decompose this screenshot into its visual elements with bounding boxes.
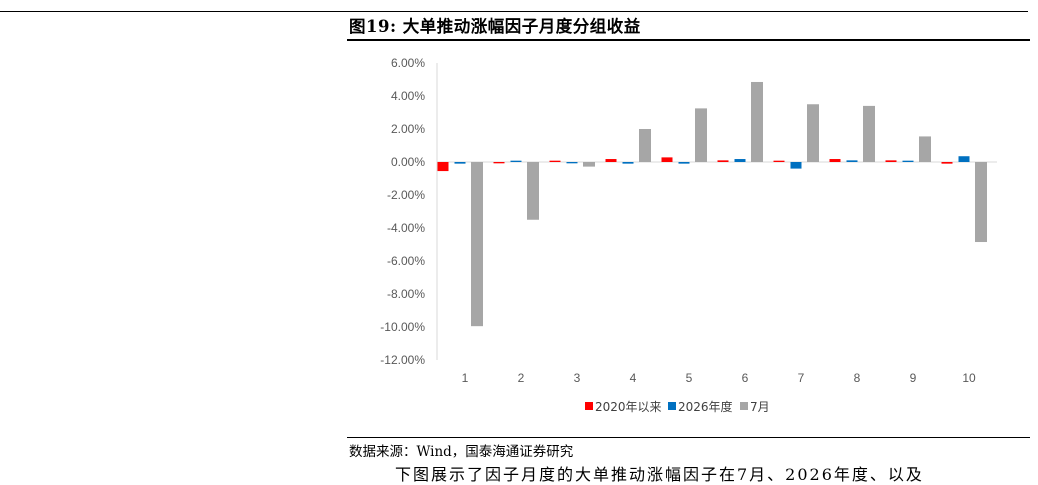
source-rule [347,437,1030,438]
bar-2 [790,162,802,169]
bar-1 [437,162,449,172]
y-tick-label: 4.00% [391,89,425,103]
bar-1 [773,160,785,162]
bar-chart: 6.00% 4.00% 2.00% 0.00% -2.00% -4.00% -6.00% -8… [380,56,997,414]
bar-2 [958,156,970,162]
bar-1 [493,162,505,164]
bar-2 [510,160,522,162]
legend-label: 2026年度 [678,399,733,414]
top-rule [0,11,1028,12]
bar-1 [605,159,617,162]
y-tick-label: -2.00% [387,188,425,202]
x-tick-label: 4 [630,371,637,385]
bar-3 [527,162,539,220]
x-tick-label: 6 [742,371,749,385]
bar-3 [919,136,931,162]
bar-2 [678,162,690,164]
bar-1 [661,157,673,162]
bar-1 [885,160,897,162]
x-tick-label: 2 [518,371,525,385]
y-tick-label: 2.00% [391,122,425,136]
legend-swatch [668,402,676,410]
bar-1 [717,160,729,162]
bar-2 [846,160,858,162]
bar-3 [807,104,819,162]
x-tick-label: 9 [910,371,917,385]
legend-label: 7月 [750,400,770,414]
x-tick-label: 7 [798,371,805,385]
bar-3 [639,129,651,162]
y-tick-label: -8.00% [387,287,425,301]
legend-swatch [585,402,593,410]
bar-2 [622,162,634,164]
bar-2 [566,162,578,164]
bar-3 [751,81,763,162]
bar-3 [863,105,875,162]
bar-3 [695,108,707,162]
x-tick-label: 3 [574,371,581,385]
bar-2 [902,160,914,162]
x-tick-label: 10 [962,371,976,385]
x-tick-label: 5 [686,371,693,385]
body-paragraph: 下图展示了因子月度的大单推动涨幅因子在7月、2026年度、以及 [395,465,924,484]
legend-label: 2020年以来 [595,400,662,414]
bar-3 [471,162,483,327]
x-tick-label: 1 [462,371,469,385]
y-tick-label: -4.00% [387,221,425,235]
y-tick-label: 6.00% [391,56,425,70]
legend-swatch [740,402,748,410]
figure-title: 图19: 大单推动涨幅因子月度分组收益 [349,17,641,36]
bar-1 [829,159,841,162]
y-tick-label: -6.00% [387,254,425,268]
bar-3 [583,162,595,167]
bar-3 [975,162,987,243]
bar-2 [454,162,466,164]
bar-1 [941,162,953,164]
title-rule [347,39,1030,41]
x-tick-label: 8 [854,371,861,385]
bar-2 [734,159,746,162]
chart-container: 6.00% 4.00% 2.00% 0.00% -2.00% -4.00% -6.00% -8… [347,44,1030,434]
y-tick-label: -12.00% [380,353,425,367]
bar-1 [549,160,561,162]
y-tick-label: -10.00% [380,320,425,334]
source-note: 数据来源：Wind，国泰海通证券研究 [349,444,574,460]
y-tick-label: 0.00% [391,155,425,169]
